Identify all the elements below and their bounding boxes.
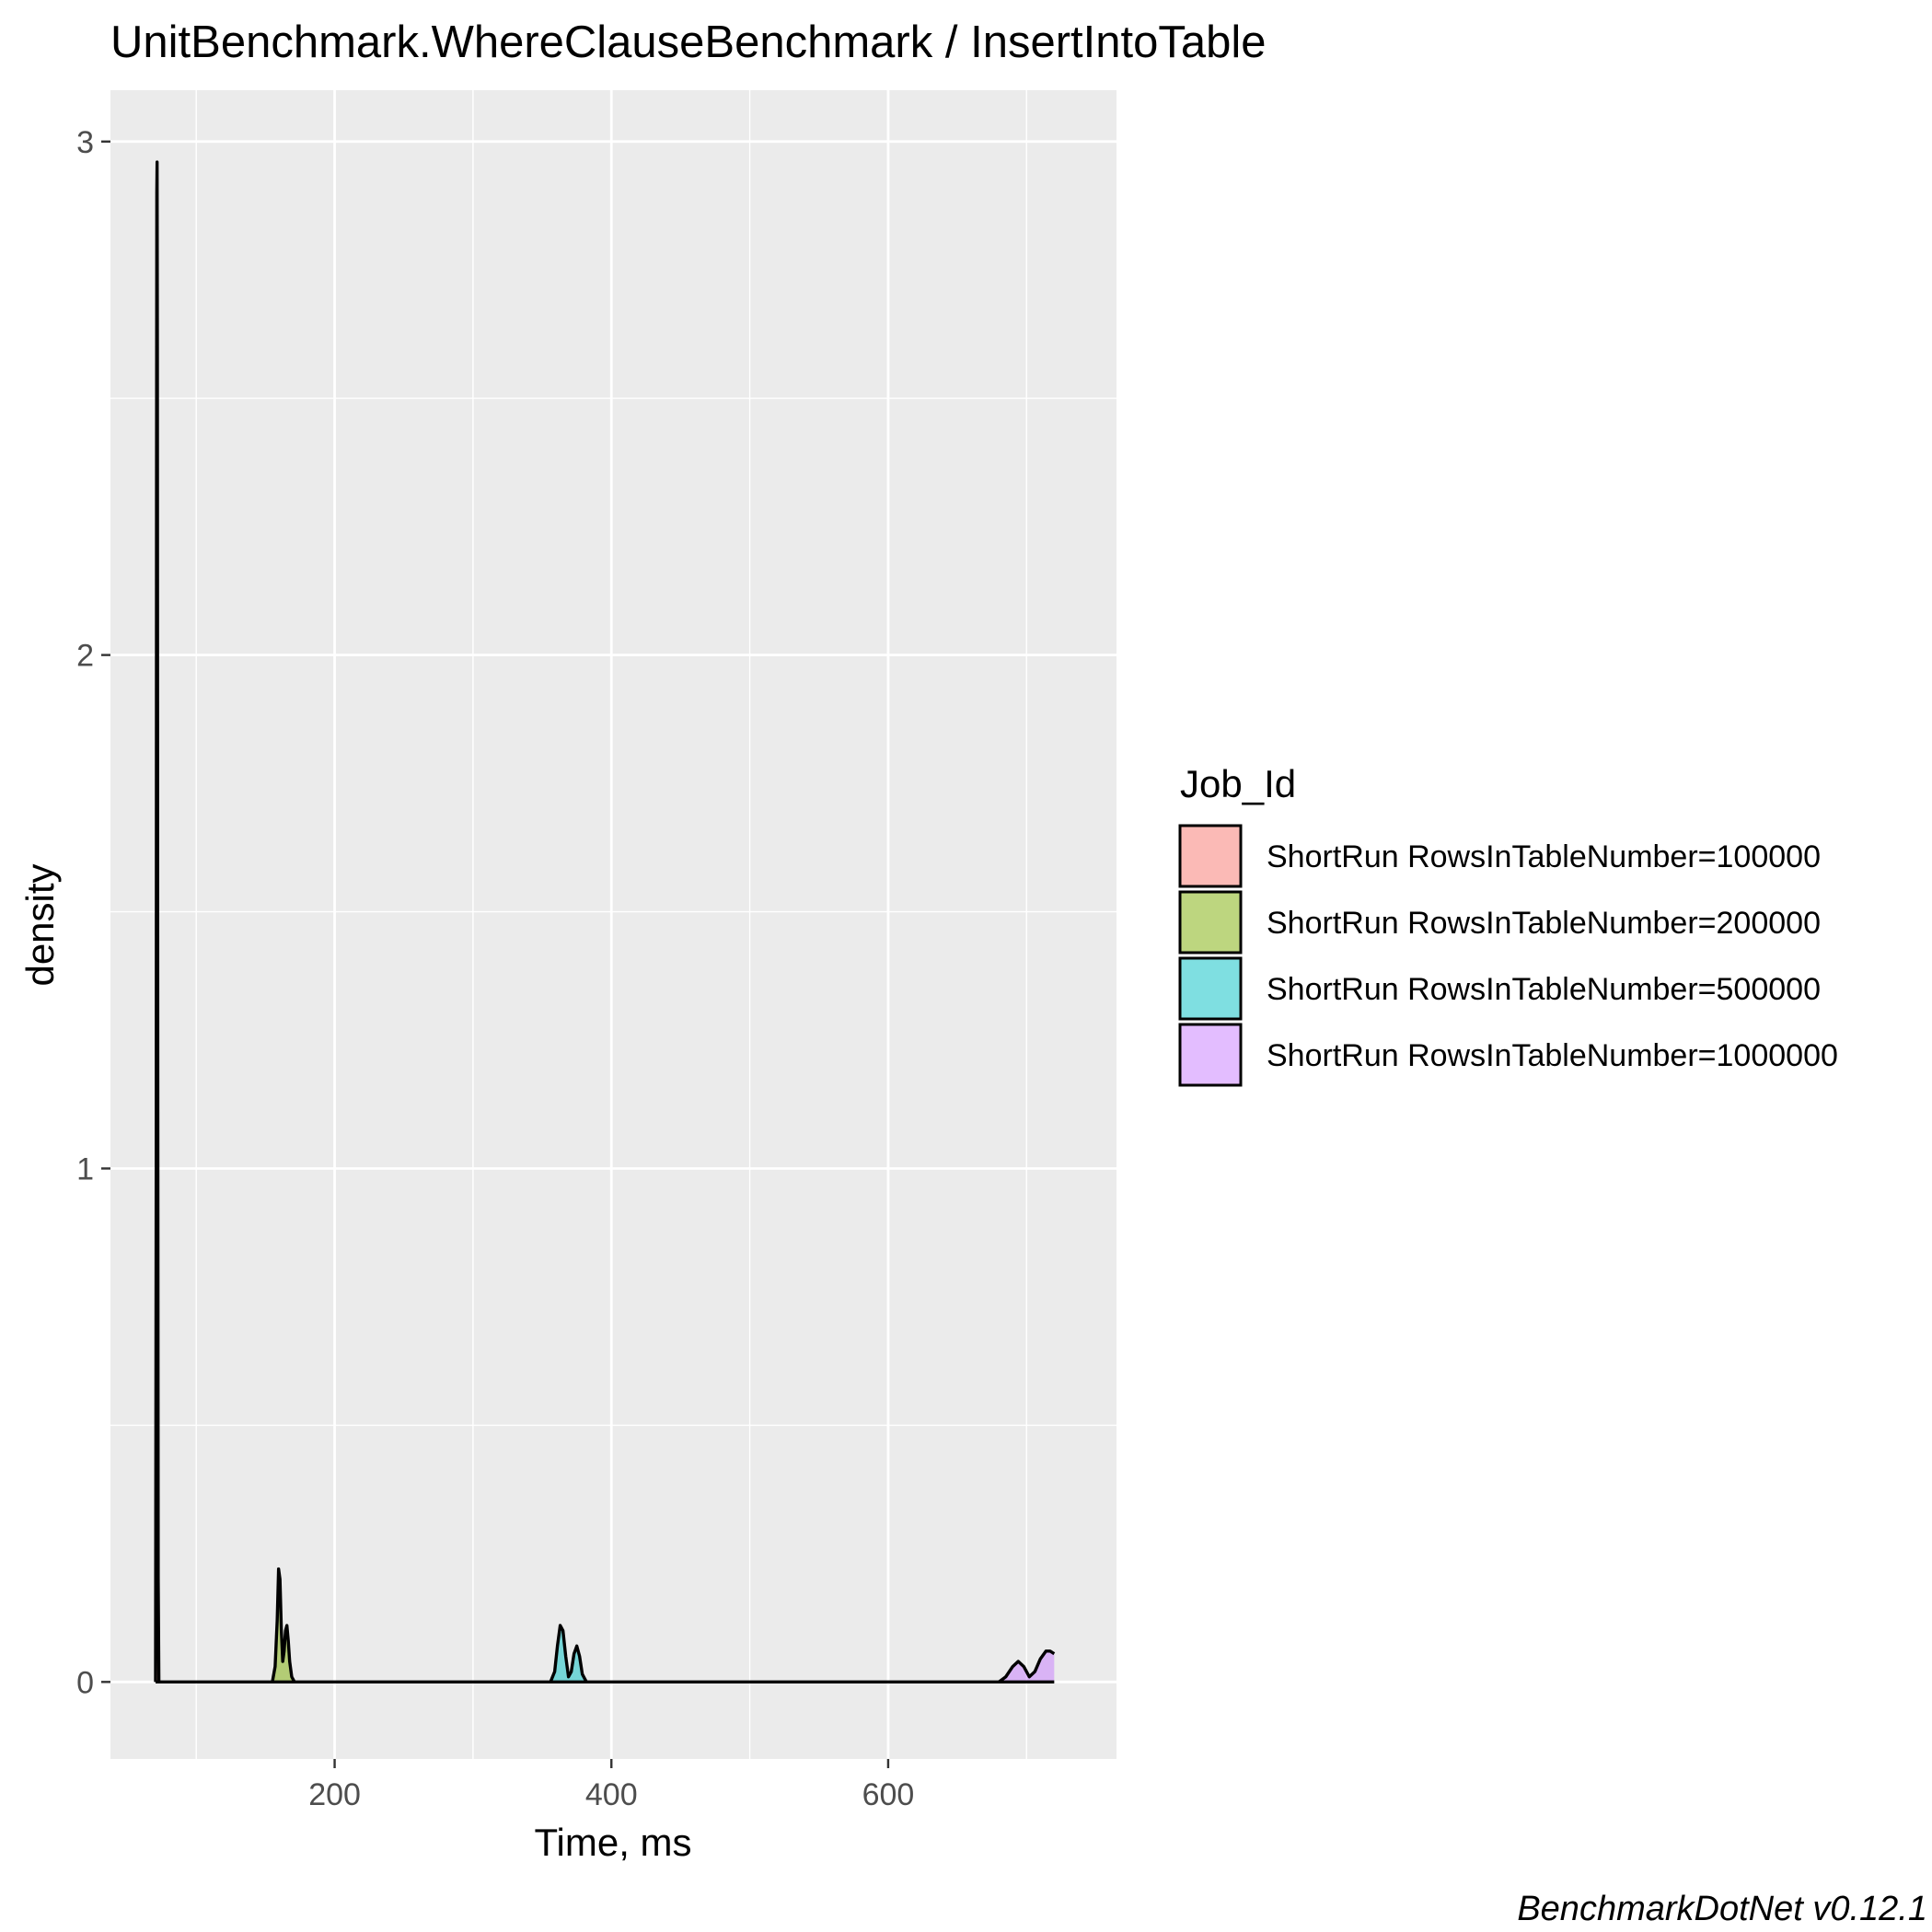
legend-key: [1178, 956, 1243, 1021]
density-outline: [271, 1567, 296, 1683]
density-areas: [154, 160, 1056, 1683]
legend-items: ShortRun RowsInTableNumber=100000 ShortRu…: [1178, 824, 1838, 1087]
plot-panel: [110, 90, 1116, 1759]
x-axis: 200 400 600: [308, 1759, 914, 1812]
y-tick-label: 2: [76, 639, 94, 674]
legend-key: [1178, 890, 1243, 954]
x-axis-title: Time, ms: [534, 1821, 691, 1864]
legend-key: [1178, 1023, 1243, 1087]
density-outline: [998, 1649, 1056, 1683]
x-tick-label: 400: [585, 1777, 638, 1812]
legend: Job_Id ShortRun RowsInTableNumber=100000…: [1178, 762, 1838, 1087]
y-tick-label: 1: [76, 1151, 94, 1186]
chart-title: UnitBenchmark.WhereClauseBenchmark / Ins…: [110, 17, 1267, 67]
y-tick-label: 3: [76, 125, 94, 160]
x-tick-label: 600: [862, 1777, 915, 1812]
y-axis-title: density: [18, 863, 62, 986]
legend-label: ShortRun RowsInTableNumber=200000: [1267, 906, 1821, 941]
legend-label: ShortRun RowsInTableNumber=1000000: [1267, 1038, 1838, 1073]
density-outline: [549, 1624, 588, 1683]
density-outline: [154, 160, 161, 1683]
density-area: [999, 1650, 1055, 1683]
legend-key: [1178, 824, 1243, 888]
caption: BenchmarkDotNet v0.12.1: [1517, 1890, 1927, 1928]
legend-label: ShortRun RowsInTableNumber=500000: [1267, 972, 1821, 1007]
y-axis: 0 1 2 3: [76, 125, 110, 1700]
legend-label: ShortRun RowsInTableNumber=100000: [1267, 839, 1821, 874]
minor-gridlines: [110, 90, 1116, 1759]
x-tick-label: 200: [308, 1777, 361, 1812]
legend-title: Job_Id: [1180, 762, 1296, 805]
y-tick-label: 0: [76, 1665, 94, 1700]
